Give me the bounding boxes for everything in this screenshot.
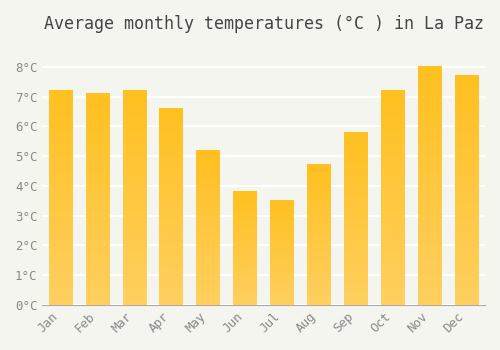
Bar <box>418 67 442 305</box>
Title: Average monthly temperatures (°C ) in La Paz: Average monthly temperatures (°C ) in La… <box>44 15 484 33</box>
Bar <box>86 93 110 305</box>
Bar <box>122 91 146 305</box>
Bar <box>307 165 331 305</box>
Bar <box>381 91 405 305</box>
Bar <box>160 108 184 305</box>
Bar <box>49 91 73 305</box>
Bar <box>344 132 368 305</box>
Bar <box>196 150 220 305</box>
Bar <box>233 192 257 305</box>
Bar <box>270 201 294 305</box>
Bar <box>454 76 478 305</box>
